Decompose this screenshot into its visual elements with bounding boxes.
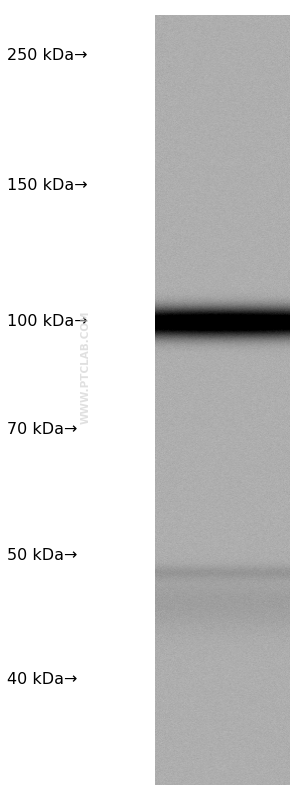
Text: 40 kDa→: 40 kDa→ [7,673,78,687]
Text: 70 kDa→: 70 kDa→ [7,423,78,438]
Text: 250 kDa→: 250 kDa→ [7,47,88,62]
Text: 150 kDa→: 150 kDa→ [7,177,88,193]
Text: 100 kDa→: 100 kDa→ [7,315,88,329]
Text: WWW.PTCLAB.COM: WWW.PTCLAB.COM [80,311,90,424]
Text: 50 kDa→: 50 kDa→ [7,547,78,562]
